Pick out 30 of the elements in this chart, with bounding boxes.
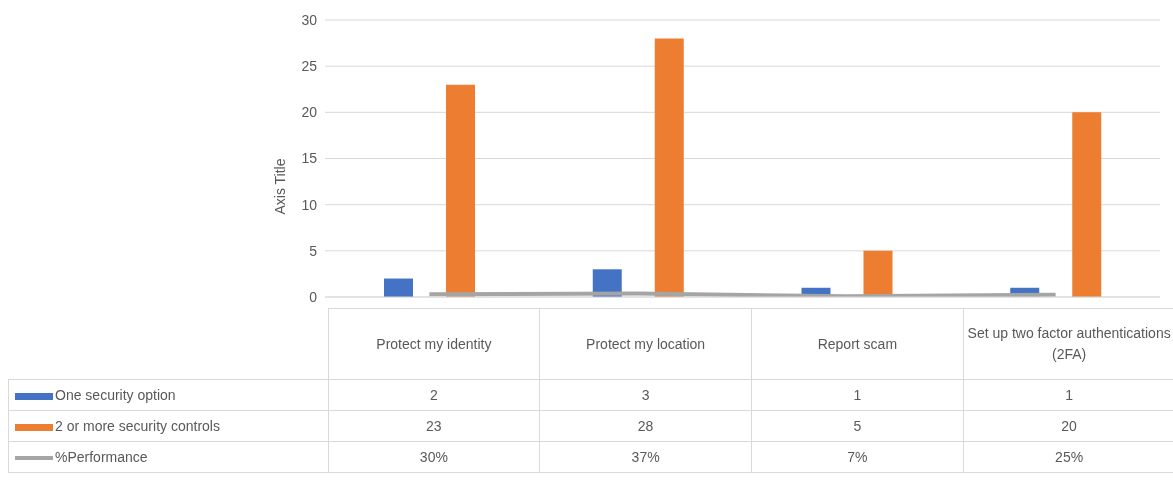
bar	[863, 250, 893, 297]
y-tick-label: 20	[301, 104, 318, 121]
data-label: 20	[963, 410, 1173, 442]
data-label: 2	[328, 379, 540, 411]
x-tick-label: Protect my identity	[328, 308, 540, 380]
y-axis-title: Axis Title	[271, 158, 288, 215]
bar	[384, 278, 413, 297]
y-tick-label: 10	[301, 196, 318, 213]
data-label: 7%	[751, 441, 964, 473]
y-tick-label: 0	[309, 288, 318, 305]
y-tick-label: 30	[301, 11, 318, 28]
data-label: 1	[751, 379, 964, 411]
y-tick-label: 15	[301, 150, 318, 167]
data-label: 37%	[539, 441, 752, 473]
y-tick-label: 5	[309, 242, 318, 259]
data-label: 5	[751, 410, 964, 442]
x-tick-label: Set up two factor authentications (2FA)	[963, 308, 1173, 380]
x-tick-label: Protect my location	[539, 308, 752, 380]
legend-label: One security option	[8, 379, 328, 411]
data-label: 28	[539, 410, 752, 442]
y-tick-label: 25	[301, 58, 318, 75]
data-label: 3	[539, 379, 752, 411]
legend-label: 2 or more security controls	[8, 410, 328, 442]
legend-label: %Performance	[8, 441, 328, 473]
data-label: 23	[328, 410, 540, 442]
data-label: 1	[963, 379, 1173, 411]
bar	[1072, 112, 1102, 297]
data-label: 25%	[963, 441, 1173, 473]
data-label: 30%	[328, 441, 540, 473]
x-tick-label: Report scam	[751, 308, 964, 380]
